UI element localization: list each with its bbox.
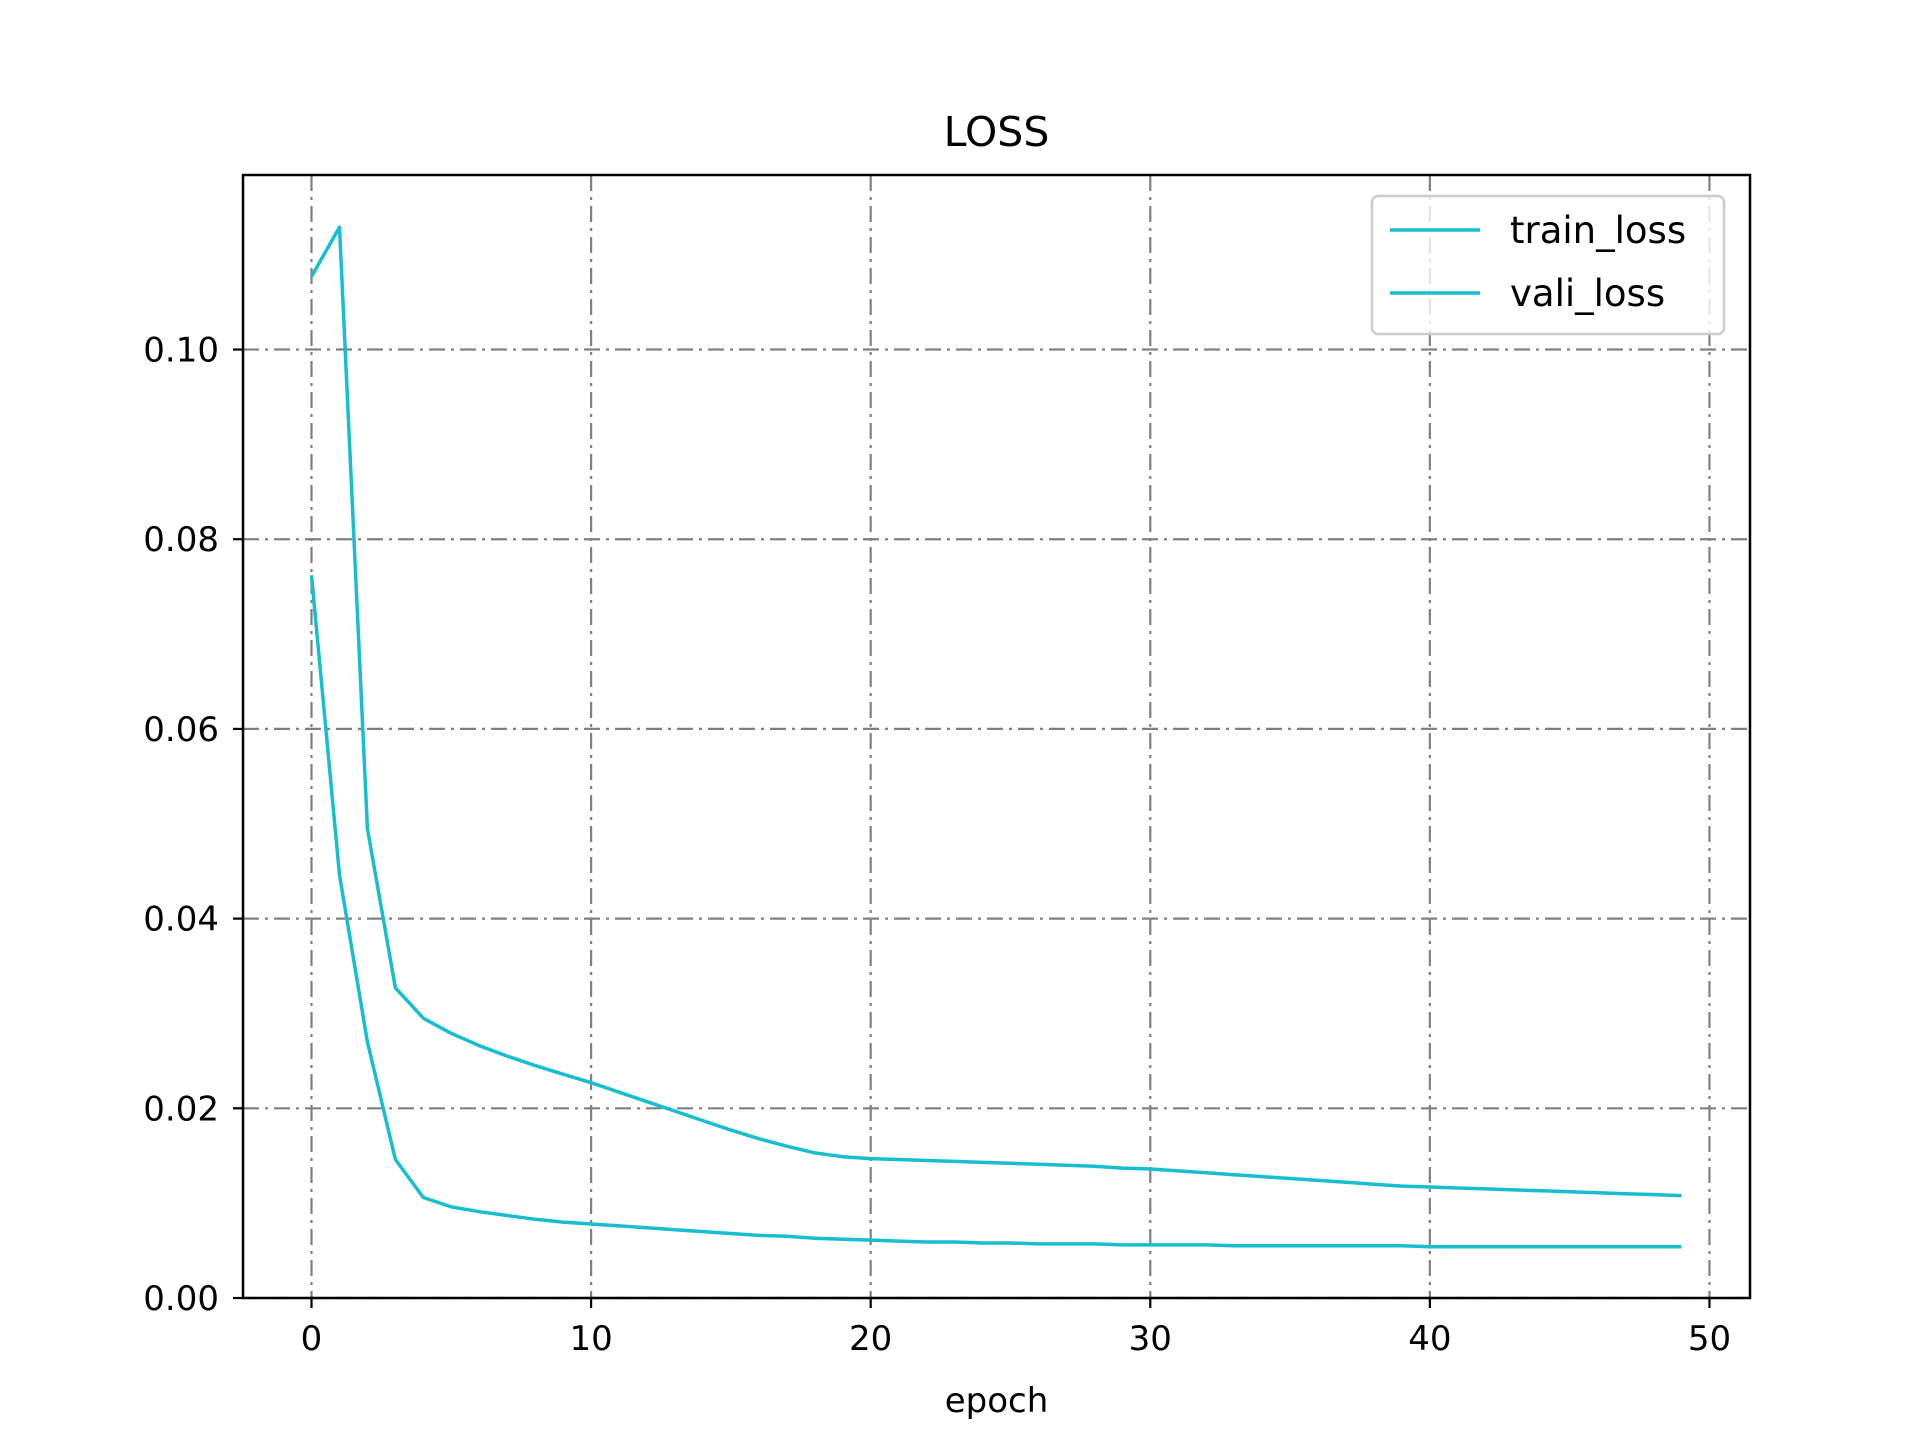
series-line-train-loss <box>309 225 1682 1198</box>
grid-layer <box>243 175 1750 1300</box>
chart-title: LOSS <box>944 108 1050 156</box>
x-tick-label: 10 <box>569 1319 612 1359</box>
legend-label: train_loss <box>1510 209 1686 252</box>
x-tick-label: 20 <box>849 1319 892 1359</box>
y-tick-label: 0.08 <box>143 520 219 560</box>
y-tick-label: 0.02 <box>143 1089 219 1129</box>
y-tick-label: 0.06 <box>143 710 219 750</box>
x-tick-label: 0 <box>301 1319 323 1359</box>
tick-layer: 0 10 20 30 40 50 0.00 0.02 0.04 0.06 0.08 0.10 <box>143 331 1731 1359</box>
series-layer <box>309 225 1682 1249</box>
x-tick-label: 40 <box>1408 1319 1451 1359</box>
x-tick-label: 50 <box>1688 1319 1731 1359</box>
legend: train_loss vali_loss <box>1370 194 1726 336</box>
y-tick-label: 0.04 <box>143 900 219 940</box>
y-tick-label: 0.00 <box>143 1279 219 1319</box>
x-tick-label: 30 <box>1129 1319 1172 1359</box>
y-tick-label: 0.10 <box>143 331 219 371</box>
series-line-vali-loss <box>309 575 1682 1249</box>
plot-frame <box>241 173 1752 1300</box>
legend-label: vali_loss <box>1510 272 1665 315</box>
x-axis-label: epoch <box>945 1381 1049 1421</box>
